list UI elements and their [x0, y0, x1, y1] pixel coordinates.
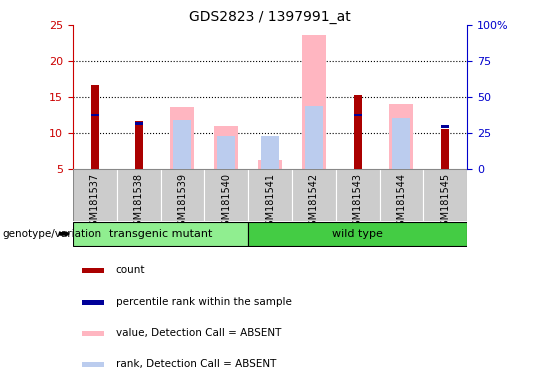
- Bar: [204, 169, 248, 221]
- Text: GSM181539: GSM181539: [178, 173, 187, 232]
- Text: rank, Detection Call = ABSENT: rank, Detection Call = ABSENT: [116, 359, 276, 369]
- Text: GSM181538: GSM181538: [133, 173, 144, 232]
- Text: GDS2823 / 1397991_at: GDS2823 / 1397991_at: [189, 10, 351, 23]
- Text: GSM181542: GSM181542: [309, 173, 319, 232]
- Bar: [248, 222, 467, 246]
- Text: GSM181545: GSM181545: [440, 173, 450, 232]
- Bar: [248, 169, 292, 221]
- Bar: [305, 106, 323, 169]
- Bar: [214, 126, 238, 169]
- Bar: [134, 121, 143, 169]
- Text: value, Detection Call = ABSENT: value, Detection Call = ABSENT: [116, 328, 281, 338]
- Text: transgenic mutant: transgenic mutant: [109, 229, 212, 239]
- Text: count: count: [116, 265, 145, 275]
- Bar: [389, 104, 414, 169]
- Bar: [354, 114, 362, 116]
- Bar: [354, 95, 362, 169]
- Text: percentile rank within the sample: percentile rank within the sample: [116, 297, 292, 307]
- Bar: [83, 268, 104, 273]
- Bar: [83, 362, 104, 367]
- Bar: [292, 169, 336, 221]
- Bar: [441, 125, 449, 128]
- Text: GSM181540: GSM181540: [221, 173, 231, 232]
- Bar: [160, 169, 204, 221]
- Bar: [302, 35, 326, 169]
- Text: GSM181544: GSM181544: [396, 173, 407, 232]
- Bar: [173, 120, 192, 169]
- Text: genotype/variation: genotype/variation: [3, 229, 102, 239]
- Bar: [91, 85, 99, 169]
- Bar: [170, 107, 194, 169]
- Bar: [217, 136, 235, 169]
- Bar: [336, 169, 380, 221]
- Bar: [134, 122, 143, 125]
- Bar: [73, 169, 117, 221]
- Bar: [258, 160, 282, 169]
- Bar: [117, 169, 160, 221]
- Text: GSM181543: GSM181543: [353, 173, 362, 232]
- Text: wild type: wild type: [332, 229, 383, 239]
- Bar: [261, 136, 279, 169]
- Bar: [83, 331, 104, 336]
- Bar: [441, 129, 449, 169]
- Text: GSM181541: GSM181541: [265, 173, 275, 232]
- Bar: [83, 300, 104, 305]
- Bar: [73, 222, 248, 246]
- Text: GSM181537: GSM181537: [90, 173, 100, 232]
- Bar: [91, 114, 99, 116]
- Bar: [423, 169, 467, 221]
- Bar: [393, 118, 410, 169]
- Bar: [380, 169, 423, 221]
